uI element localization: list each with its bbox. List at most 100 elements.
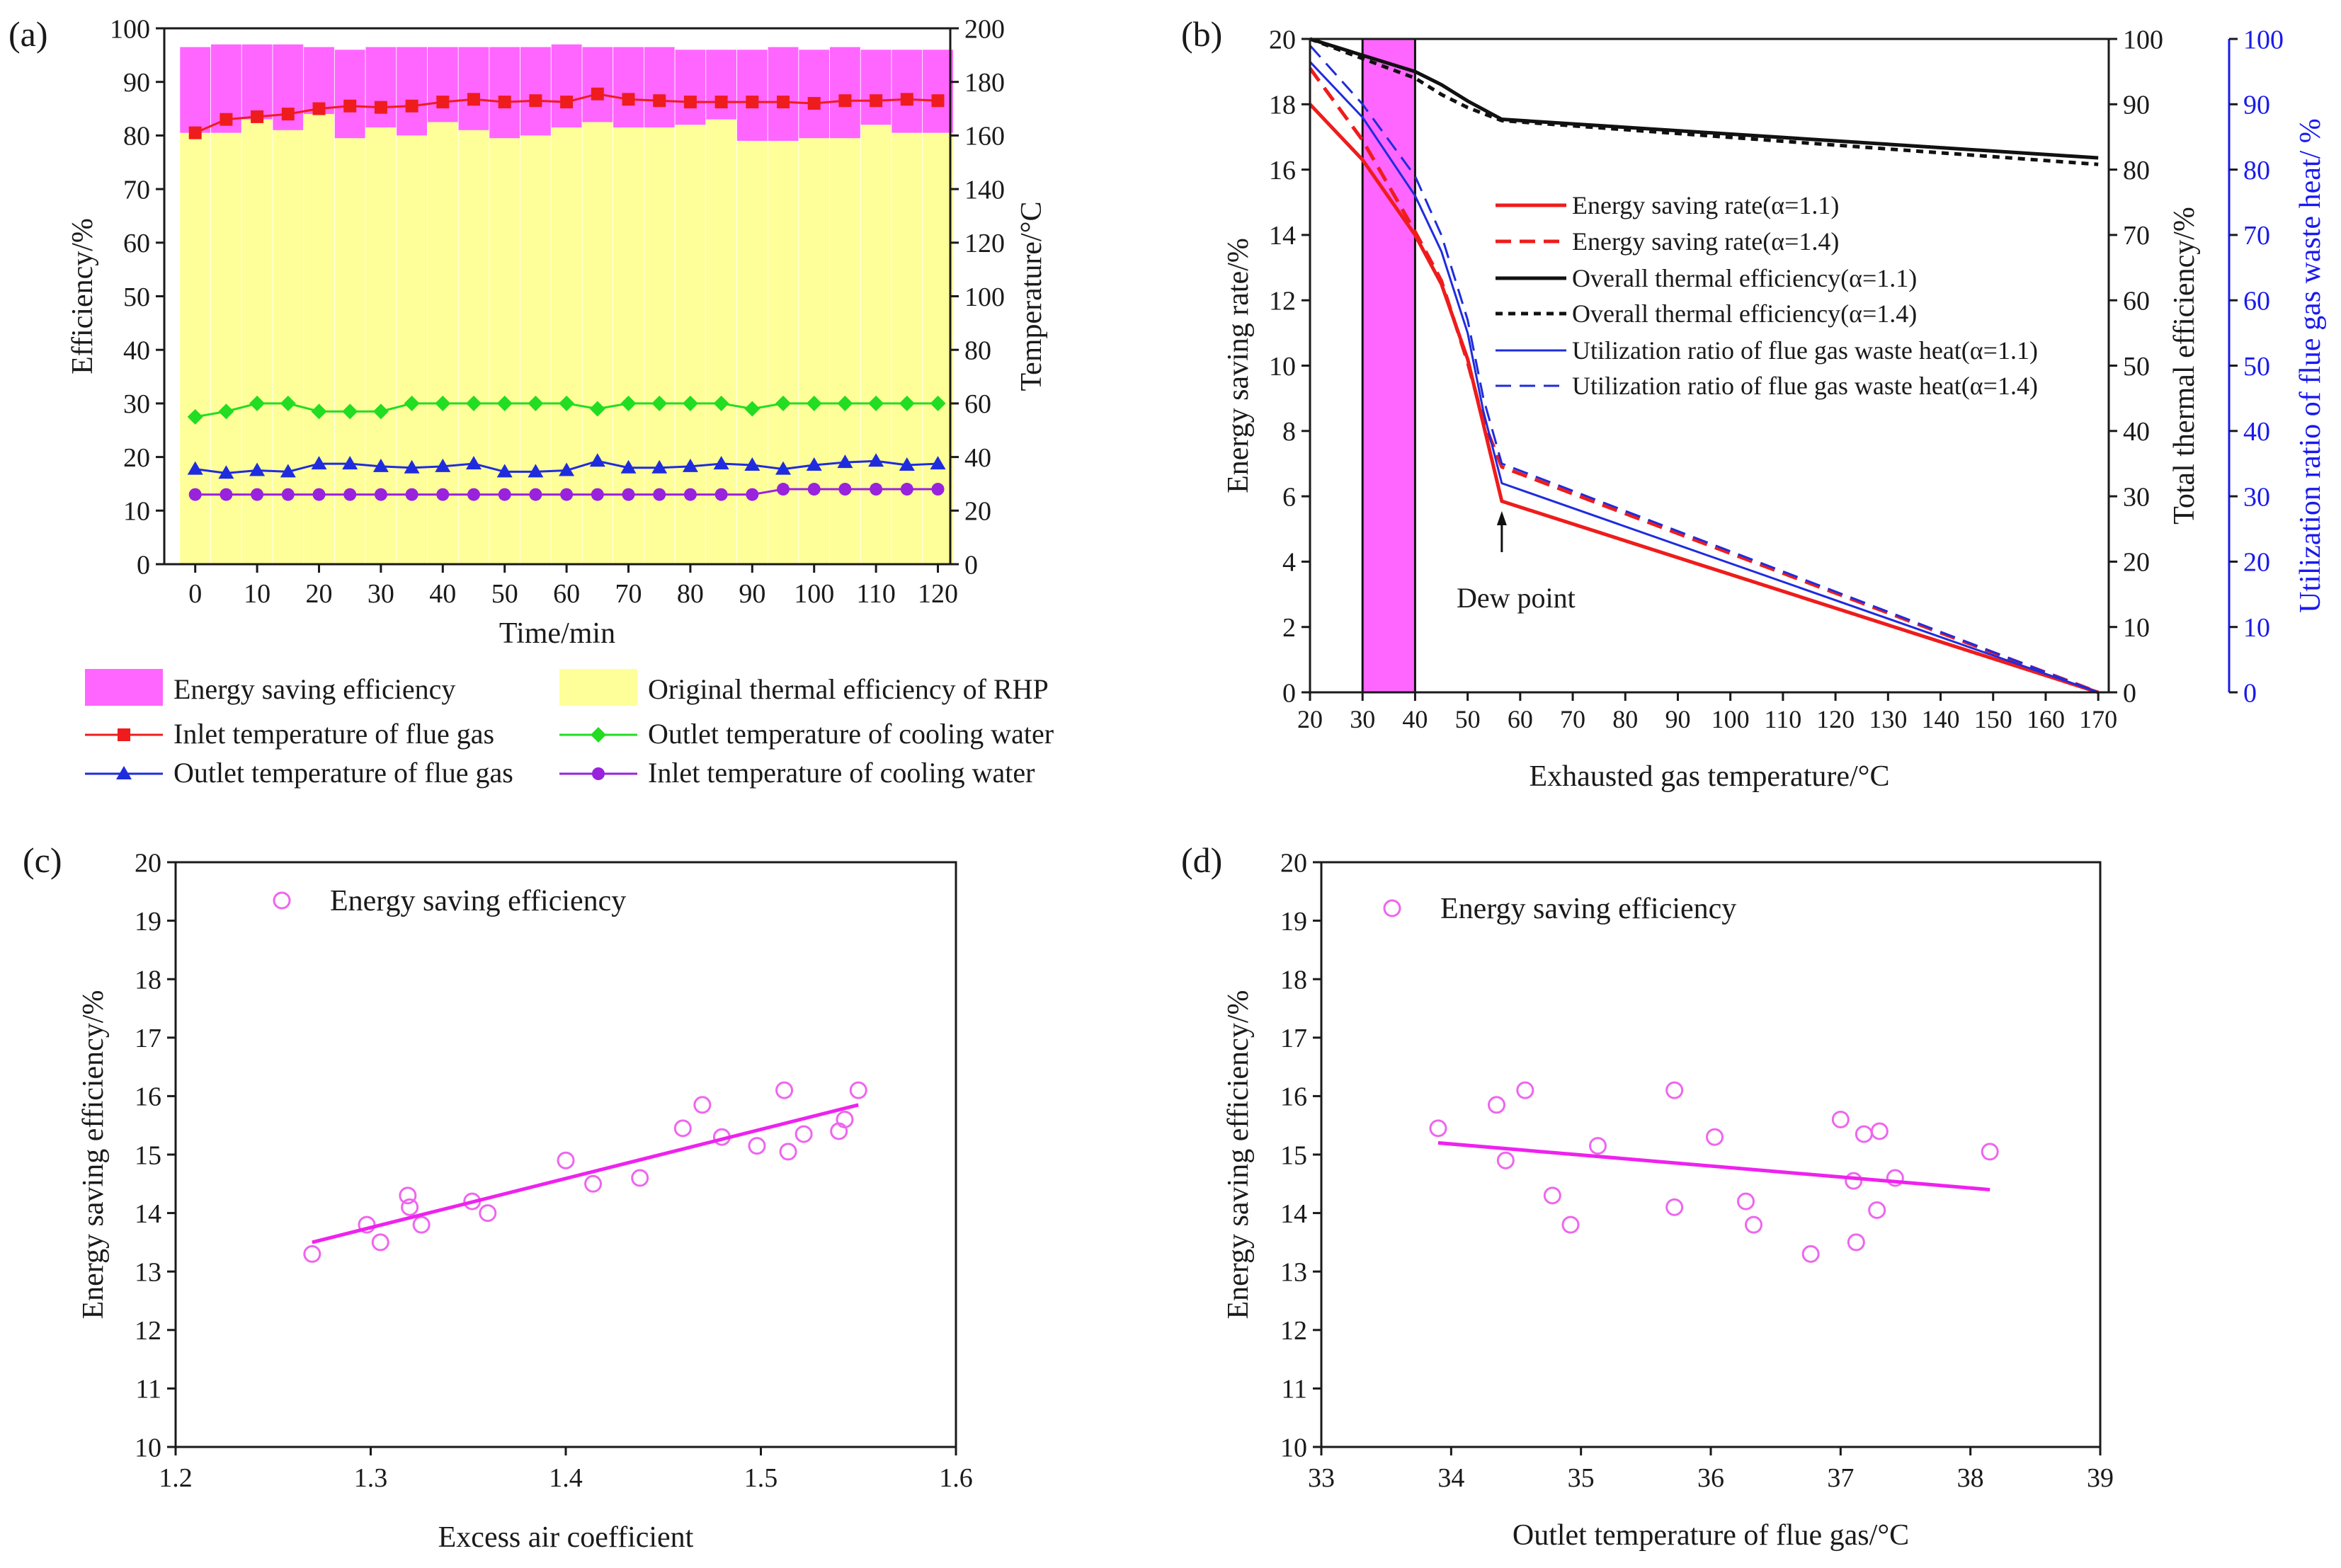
y-tick-label-left-d-3: 13 xyxy=(1280,1258,1307,1288)
y-tick-label-left-c-9: 19 xyxy=(135,907,161,937)
y-axis-title-d: Energy saving efficiency/% xyxy=(1222,990,1255,1320)
bar-energy-saving-18 xyxy=(736,50,768,141)
x-tick-label-a-2: 20 xyxy=(306,579,333,609)
y-axis-title-b: Energy saving rate/% xyxy=(1222,238,1255,493)
plot-frame-c xyxy=(174,861,957,1448)
series-point-a-1-10 xyxy=(496,395,513,411)
series-point-a-2-9 xyxy=(466,456,482,470)
y-tick-label-right-b-4: 40 xyxy=(2123,417,2150,447)
y-tick-label-right-b3-9: 90 xyxy=(2243,91,2270,120)
x-tick-label-a-8: 80 xyxy=(677,579,704,609)
y-tick-label-left-d-9: 19 xyxy=(1280,907,1307,937)
y-tick-label-right-b3-1: 10 xyxy=(2243,613,2270,643)
y-tick-label-right-b-6: 60 xyxy=(2123,287,2150,316)
series-point-a-3-10 xyxy=(498,488,511,501)
series-point-a-2-20 xyxy=(806,457,822,471)
series-point-a-0-20 xyxy=(807,96,821,110)
scatter-point-d-4 xyxy=(1543,1186,1561,1205)
series-point-a-1-6 xyxy=(372,404,389,420)
y-tick-label-right-b-3: 30 xyxy=(2123,482,2150,512)
bar-energy-saving-0 xyxy=(180,47,211,133)
y-tick-label-left-b-6: 12 xyxy=(1269,287,1296,316)
scatter-point-d-20 xyxy=(1981,1143,1999,1161)
series-point-a-0-15 xyxy=(653,94,666,108)
series-point-a-2-10 xyxy=(496,464,513,478)
x-tick-label-b-2: 40 xyxy=(1402,705,1428,733)
legend-label-a-3: Outlet temperature of cooling water xyxy=(648,718,1054,750)
series-point-a-2-23 xyxy=(899,457,915,471)
scatter-point-d-17 xyxy=(1868,1201,1886,1219)
series-point-a-0-23 xyxy=(900,93,913,106)
scatter-point-c-12 xyxy=(693,1096,712,1114)
x-tick-label-b-6: 80 xyxy=(1612,705,1638,733)
scatter-point-c-15 xyxy=(775,1081,794,1099)
series-point-a-1-4 xyxy=(311,404,327,420)
series-point-a-2-17 xyxy=(713,456,729,470)
scatter-point-c-0 xyxy=(303,1244,321,1263)
bar-energy-saving-19 xyxy=(768,47,799,141)
series-point-a-1-15 xyxy=(651,395,668,411)
y-tick-label-left-c-2: 12 xyxy=(135,1316,161,1346)
legend-label-a-2: Inlet temperature of flue gas xyxy=(173,718,494,750)
series-point-a-2-4 xyxy=(311,456,327,470)
series-point-a-1-2 xyxy=(249,395,266,411)
x-tick-label-b-15: 170 xyxy=(2079,705,2117,733)
series-point-a-2-14 xyxy=(620,459,637,474)
series-point-a-0-18 xyxy=(746,96,759,109)
series-point-a-3-15 xyxy=(653,488,666,501)
series-point-a-1-17 xyxy=(713,395,729,411)
series-point-a-2-0 xyxy=(187,461,203,475)
legend-a: Energy saving efficiency Original thermal… xyxy=(85,669,1054,789)
bar-energy-saving-15 xyxy=(644,47,675,128)
series-point-a-2-16 xyxy=(682,458,698,472)
x-tick-label-d-2: 35 xyxy=(1568,1463,1595,1493)
panel-a: (a) 0 10 20 30 40 50 60 70 80 90 100 110 12001020304… xyxy=(8,14,1054,789)
y-tick-label-right-a-7: 140 xyxy=(964,175,1005,205)
bar-energy-saving-11 xyxy=(520,47,551,136)
y-tick-label-right-a-5: 100 xyxy=(964,282,1005,312)
plot-c: 1.2 1.3 1.4 1.5 1.6 10 11 12 13 14 15 16 17 18 19 20 Exc… xyxy=(77,848,973,1554)
y-tick-label-left-b-4: 8 xyxy=(1282,417,1296,447)
y-tick-label-left-d-5: 15 xyxy=(1280,1140,1307,1170)
y-axis-title-c: Energy saving efficiency/% xyxy=(77,990,110,1320)
y-tick-label-right-b3-8: 80 xyxy=(2243,156,2270,185)
series-point-a-3-23 xyxy=(900,483,913,496)
series-point-a-3-5 xyxy=(343,488,357,501)
y-tick-label-left-b-8: 16 xyxy=(1269,156,1296,185)
series-point-a-0-8 xyxy=(436,96,450,109)
x-tick-label-a-12: 120 xyxy=(918,579,958,609)
series-point-a-3-17 xyxy=(714,488,728,501)
x-tick-label-b-11: 130 xyxy=(1869,705,1907,733)
y-tick-label-left-b-9: 18 xyxy=(1269,91,1296,120)
series-point-a-3-21 xyxy=(838,483,852,496)
y-tick-label-right-b-8: 80 xyxy=(2123,156,2150,185)
y-tick-label-left-a-3: 30 xyxy=(123,389,150,419)
scatter-point-d-13 xyxy=(1831,1110,1850,1128)
x-tick-label-d-0: 33 xyxy=(1308,1463,1335,1493)
series-point-a-2-1 xyxy=(218,465,234,479)
series-point-a-1-0 xyxy=(187,408,203,425)
series-line-b-5 xyxy=(1309,45,2099,694)
scatter-point-d-14 xyxy=(1845,1172,1863,1190)
scatter-point-d-12 xyxy=(1801,1244,1820,1263)
y-tick-label-left-a-1: 10 xyxy=(123,497,150,527)
x-tick-label-b-1: 30 xyxy=(1350,705,1375,733)
legend-marker-a-4 xyxy=(116,766,132,779)
x-tick-label-c-1: 1.3 xyxy=(354,1463,388,1493)
scatter-point-c-5 xyxy=(412,1215,431,1234)
bar-original-22 xyxy=(860,125,892,564)
series-point-a-0-1 xyxy=(220,113,233,126)
y-tick-label-right-b3-3: 30 xyxy=(2243,482,2270,512)
y-tick-label-left-d-1: 11 xyxy=(1281,1375,1307,1404)
scatter-point-c-17 xyxy=(794,1125,813,1143)
panel-c: (c) 1.2 1.3 1.4 1.5 1.6 10 11 12 13 14 15 16 17 18 19 2… xyxy=(23,840,973,1554)
series-point-a-2-18 xyxy=(744,457,761,471)
y-tick-label-left-a-8: 80 xyxy=(123,122,150,151)
y-tick-label-right-b3-4: 40 xyxy=(2243,417,2270,447)
scatter-point-c-14 xyxy=(748,1137,766,1155)
series-point-a-0-24 xyxy=(931,94,945,108)
y-tick-label-left-b-2: 4 xyxy=(1282,548,1296,578)
panel-label-c: (c) xyxy=(23,840,62,880)
scatter-point-d-6 xyxy=(1589,1137,1607,1155)
